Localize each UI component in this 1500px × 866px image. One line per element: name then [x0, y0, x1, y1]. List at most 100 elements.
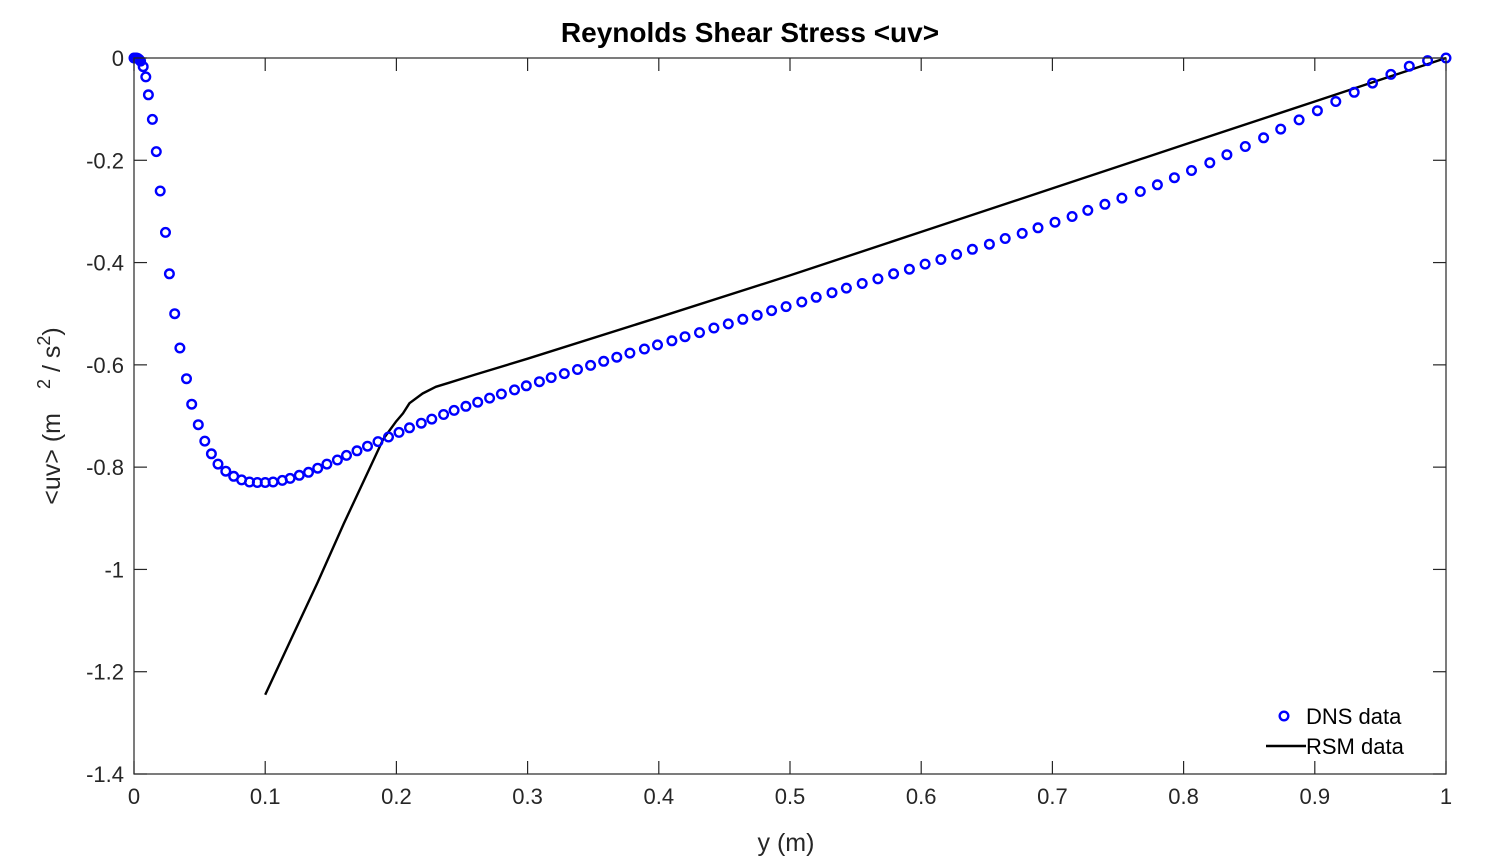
- dns-data-point: [135, 55, 147, 67]
- dns-data-point: [341, 449, 353, 461]
- dns-data-point: [1049, 216, 1061, 228]
- plot-area: [134, 58, 1446, 774]
- legend-marker-dns: [1278, 710, 1290, 722]
- dns-data-point: [737, 313, 749, 325]
- y-tick-label: 0: [112, 46, 124, 71]
- dns-data-point: [966, 243, 978, 255]
- dns-data-point: [856, 278, 868, 290]
- legend-label-dns: DNS data: [1306, 704, 1402, 729]
- legend: DNS data RSM data: [1266, 704, 1405, 759]
- y-axis-label-main: <uv> (m: [38, 413, 66, 505]
- dns-data-point: [919, 258, 931, 270]
- dns-data-point: [951, 248, 963, 260]
- dns-data-point: [331, 454, 343, 466]
- dns-data-point: [1204, 157, 1216, 169]
- x-tick-label: 0.5: [775, 784, 806, 809]
- dns-data-point: [1221, 149, 1233, 161]
- dns-data-point: [545, 372, 557, 384]
- dns-data-point: [1258, 132, 1270, 144]
- dns-data-point: [585, 359, 597, 371]
- dns-data-point: [509, 384, 521, 396]
- dns-data-point: [1422, 55, 1434, 67]
- dns-data-point: [362, 440, 374, 452]
- dns-data-point: [1134, 185, 1146, 197]
- y-axis-label-superscript-2: 2: [34, 336, 54, 346]
- dns-data-point: [1151, 179, 1163, 191]
- dns-data-point: [520, 380, 532, 392]
- y-axis-label-divider: / s: [38, 346, 66, 379]
- x-tick-label: 0: [128, 784, 140, 809]
- dns-data-point: [638, 343, 650, 355]
- y-axis-label-superscript-1: 2: [34, 379, 54, 389]
- dns-data-point: [383, 431, 395, 443]
- dns-data-point: [159, 226, 171, 238]
- y-tick-label: -1.4: [86, 762, 124, 787]
- dns-data-point: [460, 400, 472, 412]
- dns-data-point: [1385, 68, 1397, 80]
- dns-data-point: [1032, 222, 1044, 234]
- dns-data-point: [1185, 164, 1197, 176]
- x-tick-label: 0.3: [512, 784, 543, 809]
- x-axis-label: y (m): [758, 829, 815, 857]
- dns-data-point: [1066, 210, 1078, 222]
- dns-data-point: [1116, 192, 1128, 204]
- dns-data-point: [1168, 172, 1180, 184]
- dns-data-point: [404, 422, 416, 434]
- dns-data-point: [1366, 77, 1378, 89]
- dns-data-point: [448, 404, 460, 416]
- dns-data-point: [598, 355, 610, 367]
- dns-data-point: [1348, 86, 1360, 98]
- dns-data-point: [284, 472, 296, 484]
- dns-data-point: [1239, 140, 1251, 152]
- dns-data-point: [935, 253, 947, 265]
- dns-data-point: [1311, 105, 1323, 117]
- dns-data-point: [1099, 198, 1111, 210]
- dns-data-point: [154, 185, 166, 197]
- dns-data-point: [652, 339, 664, 351]
- dns-data-point: [415, 417, 427, 429]
- y-tick-label: -0.8: [86, 455, 124, 480]
- dns-data-point: [321, 458, 333, 470]
- dns-data-point: [558, 368, 570, 380]
- dns-data-point: [796, 296, 808, 308]
- x-tick-label: 0.7: [1037, 784, 1068, 809]
- dns-data-point: [1293, 114, 1305, 126]
- dns-data-point: [495, 388, 507, 400]
- dns-data-point: [533, 376, 545, 388]
- dns-data-point: [186, 398, 198, 410]
- dns-data-point: [780, 301, 792, 313]
- dns-data-point: [163, 268, 175, 280]
- x-tick-label: 0.9: [1300, 784, 1331, 809]
- dns-data-point: [220, 465, 232, 477]
- y-tick-label: -1.2: [86, 660, 124, 685]
- dns-data-point: [150, 146, 162, 158]
- dns-data-point: [1330, 95, 1342, 107]
- dns-data-point: [708, 322, 720, 334]
- rsm-data-line: [264, 56, 1447, 696]
- chart-title: Reynolds Shear Stress <uv>: [561, 17, 939, 48]
- dns-data-point: [142, 89, 154, 101]
- dns-data-point: [472, 396, 484, 408]
- x-tick-label: 0.4: [644, 784, 675, 809]
- dns-data-point: [1275, 123, 1287, 135]
- dns-data-point: [679, 331, 691, 343]
- dns-data-point: [303, 466, 315, 478]
- dns-data-point: [192, 419, 204, 431]
- x-tick-label: 1: [1440, 784, 1452, 809]
- dns-data-point: [1016, 227, 1028, 239]
- dns-data-point: [722, 318, 734, 330]
- dns-data-point: [484, 392, 496, 404]
- dns-data-point: [293, 469, 305, 481]
- dns-data-point: [180, 373, 192, 385]
- series-layer: [128, 52, 1452, 696]
- legend-label-rsm: RSM data: [1306, 734, 1405, 759]
- dns-data-point: [393, 426, 405, 438]
- x-tick-label: 0.1: [250, 784, 281, 809]
- dns-data-point: [212, 458, 224, 470]
- dns-data-point: [999, 232, 1011, 244]
- y-tick-label: -1: [104, 557, 124, 582]
- dns-data-point: [766, 305, 778, 317]
- y-axis-label: <uv> (m 2 / s2): [34, 327, 66, 504]
- x-tick-label: 0.6: [906, 784, 937, 809]
- ticks-layer: 0 0.1 0.2 0.3 0.4 0.5 0.6 0.7 0.8 0.9 1 0 -0.2 -0.4 -0…: [86, 46, 1452, 809]
